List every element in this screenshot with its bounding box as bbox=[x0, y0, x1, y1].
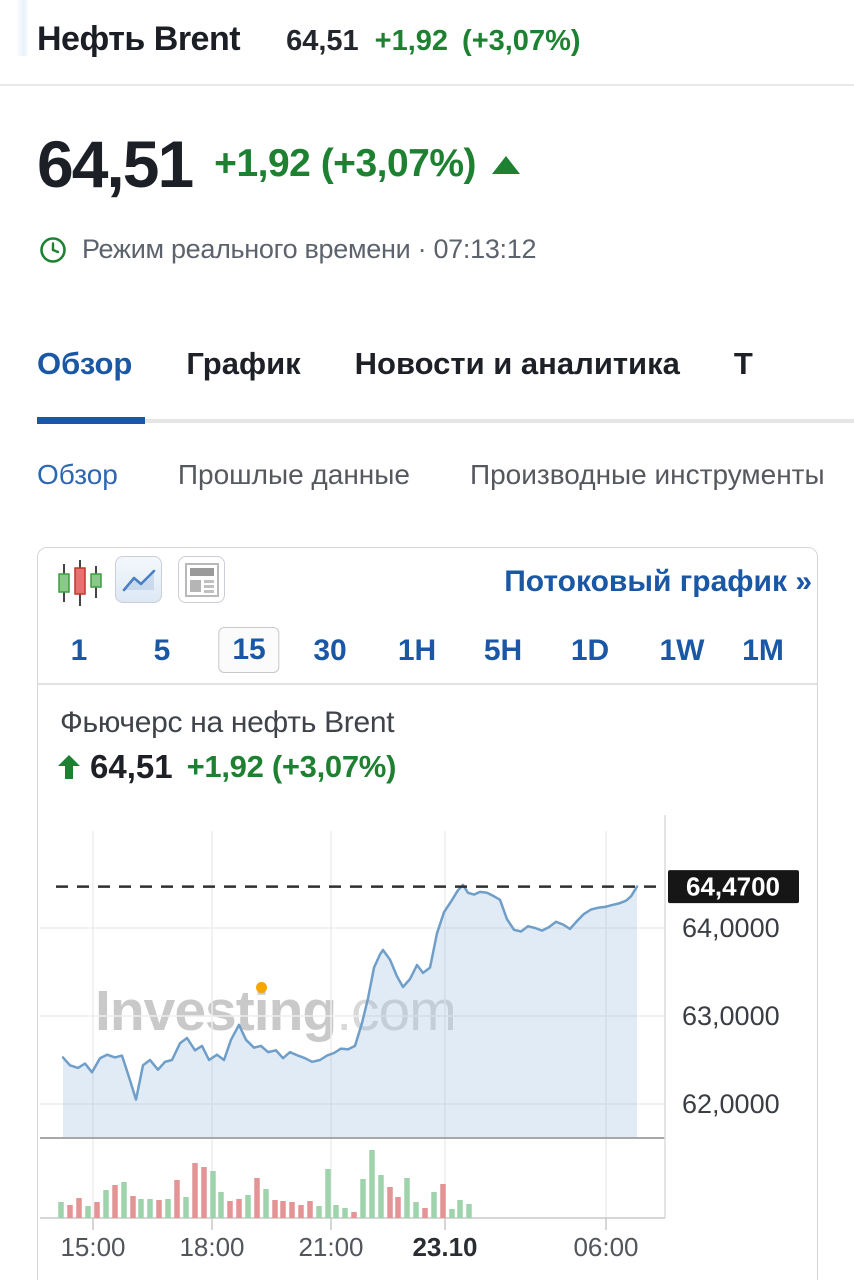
up-arrow-icon bbox=[58, 755, 80, 779]
quote-block: 64,51 +1,92 (+3,07%) bbox=[37, 126, 521, 202]
instrument-title: Нефть Brent bbox=[37, 20, 241, 58]
realtime-separator: · bbox=[417, 234, 427, 264]
svg-text:64,4700: 64,4700 bbox=[686, 872, 780, 902]
svg-text:64,0000: 64,0000 bbox=[682, 913, 780, 943]
tab-overview[interactable]: Обзор bbox=[37, 346, 133, 381]
interval-30[interactable]: 30 bbox=[313, 634, 347, 667]
interval-1w[interactable]: 1W bbox=[659, 634, 705, 667]
chart-title: Фьючерс на нефть Brent bbox=[60, 706, 395, 739]
interval-1[interactable]: 1 bbox=[70, 634, 88, 667]
header-change-pct: (+3,07%) bbox=[462, 25, 581, 57]
tab-news-analytics[interactable]: Новости и аналитика bbox=[354, 346, 680, 381]
chart-price: 64,51 bbox=[90, 748, 173, 785]
quote-price: 64,51 bbox=[37, 127, 194, 201]
interval-1m[interactable]: 1M bbox=[742, 634, 784, 667]
line-chart-button[interactable] bbox=[115, 556, 162, 603]
watermark-main: Investing bbox=[95, 979, 337, 1043]
chart-change: +1,92 (+3,07%) bbox=[186, 749, 397, 784]
realtime-row: Режим реального времени · 07:13:12 bbox=[39, 234, 536, 265]
chart-price-row: 64,51 +1,92 (+3,07%) bbox=[58, 748, 396, 786]
svg-text:63,0000: 63,0000 bbox=[682, 1001, 780, 1031]
news-view-button[interactable] bbox=[178, 556, 225, 603]
investing-watermark: Investing.com bbox=[95, 978, 457, 1044]
line-chart-icon bbox=[122, 569, 155, 591]
up-triangle-icon bbox=[492, 156, 521, 174]
watermark-suffix: .com bbox=[336, 979, 457, 1043]
interval-15-selected[interactable]: 15 bbox=[218, 627, 280, 673]
interval-1d[interactable]: 1D bbox=[570, 634, 610, 667]
svg-text:18:00: 18:00 bbox=[179, 1232, 244, 1262]
subtab-overview[interactable]: Обзор bbox=[37, 459, 118, 490]
interval-1h[interactable]: 1H bbox=[397, 634, 437, 667]
subtab-derivatives[interactable]: Производные инструменты bbox=[469, 459, 825, 490]
svg-text:21:00: 21:00 bbox=[298, 1232, 363, 1262]
quote-change: +1,92 (+3,07%) bbox=[214, 142, 477, 185]
page-header: Нефть Brent 64,51 +1,92 (+3,07%) bbox=[37, 20, 581, 59]
tabs-track bbox=[37, 419, 854, 423]
interval-5[interactable]: 5 bbox=[153, 634, 171, 667]
svg-text:06:00: 06:00 bbox=[573, 1232, 638, 1262]
svg-text:15:00: 15:00 bbox=[60, 1232, 125, 1262]
sub-tabs: Обзор Прошлые данные Производные инструм… bbox=[37, 459, 825, 491]
interval-5h[interactable]: 5H bbox=[483, 634, 523, 667]
tab-technical-truncated[interactable]: Т bbox=[733, 346, 753, 381]
price-chart[interactable]: 64,0000 63,0000 62,0000 64,4700 15:00 18:00 21… bbox=[38, 795, 817, 1270]
panel-divider bbox=[38, 683, 817, 685]
subtab-historical-data[interactable]: Прошлые данные bbox=[177, 459, 410, 490]
realtime-time: 07:13:12 bbox=[433, 234, 537, 264]
news-layout-icon bbox=[184, 562, 219, 597]
header-divider bbox=[0, 84, 854, 86]
realtime-text: Режим реального времени · 07:13:12 bbox=[82, 234, 536, 265]
chart-panel bbox=[37, 547, 818, 1280]
main-tabs: Обзор График Новости и аналитика Т bbox=[37, 346, 753, 382]
header-change: +1,92 bbox=[374, 25, 449, 57]
watermark-orange-dot bbox=[256, 982, 267, 993]
header-price: 64,51 bbox=[286, 25, 359, 57]
edge-gradient-artifact bbox=[16, 0, 29, 56]
streaming-chart-label: Потоковый график bbox=[504, 565, 787, 598]
svg-text:62,0000: 62,0000 bbox=[682, 1089, 780, 1119]
clock-icon bbox=[40, 236, 66, 263]
realtime-label: Режим реального времени bbox=[82, 234, 411, 264]
active-tab-indicator bbox=[37, 417, 145, 424]
double-chevron-right-icon: » bbox=[795, 565, 812, 598]
svg-text:23.10: 23.10 bbox=[412, 1232, 477, 1262]
tab-chart[interactable]: График bbox=[186, 346, 301, 381]
candlestick-chart-icon[interactable] bbox=[56, 558, 104, 608]
streaming-chart-link[interactable]: Потоковый график » bbox=[504, 565, 812, 599]
